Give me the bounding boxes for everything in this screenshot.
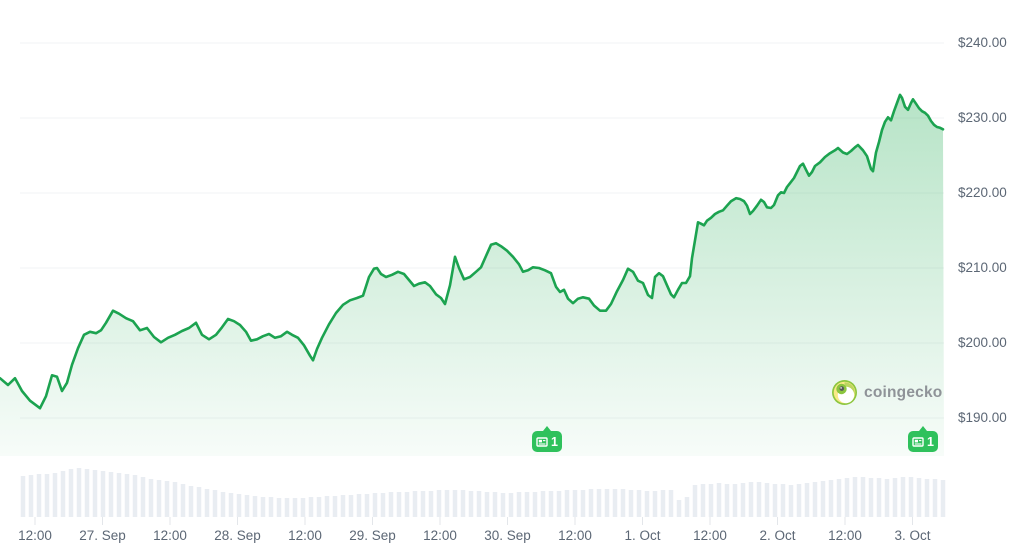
x-axis-label: 12:00	[558, 528, 592, 543]
x-axis-label: 12:00	[828, 528, 862, 543]
x-axis-label: 1. Oct	[624, 528, 661, 543]
x-axis-label: 12:00	[693, 528, 727, 543]
y-axis-label: $230.00	[958, 110, 1007, 125]
x-axis-label: 30. Sep	[484, 528, 531, 543]
x-axis-label: 12:00	[153, 528, 187, 543]
news-marker-badge[interactable]: 1	[908, 426, 938, 452]
y-axis-label: $220.00	[958, 185, 1007, 200]
price-line	[0, 93, 945, 410]
news-marker-count: 1	[927, 434, 934, 449]
x-axis-label: 28. Sep	[214, 528, 261, 543]
y-axis-label: $200.00	[958, 335, 1007, 350]
x-axis-label: 3. Oct	[894, 528, 931, 543]
news-marker-count: 1	[551, 434, 558, 449]
x-axis-label: 2. Oct	[759, 528, 796, 543]
watermark-label: coingecko	[864, 383, 943, 401]
newspaper-icon	[536, 436, 548, 447]
y-axis-label: $190.00	[958, 410, 1007, 425]
news-marker-badge[interactable]: 1	[532, 426, 562, 452]
x-axis-label: 12:00	[423, 528, 457, 543]
x-axis-ticks	[34, 517, 913, 525]
coingecko-watermark[interactable]: coingecko	[832, 380, 942, 405]
x-axis-label: 27. Sep	[79, 528, 126, 543]
newspaper-icon	[912, 436, 924, 447]
coingecko-gecko-icon	[832, 380, 857, 405]
y-axis-label: $240.00	[958, 35, 1007, 50]
y-axis-label: $210.00	[958, 260, 1007, 275]
x-axis-label: 12:00	[288, 528, 322, 543]
volume-bars	[20, 468, 946, 517]
x-axis-label: 29. Sep	[349, 528, 396, 543]
x-axis-label: 12:00	[18, 528, 52, 543]
